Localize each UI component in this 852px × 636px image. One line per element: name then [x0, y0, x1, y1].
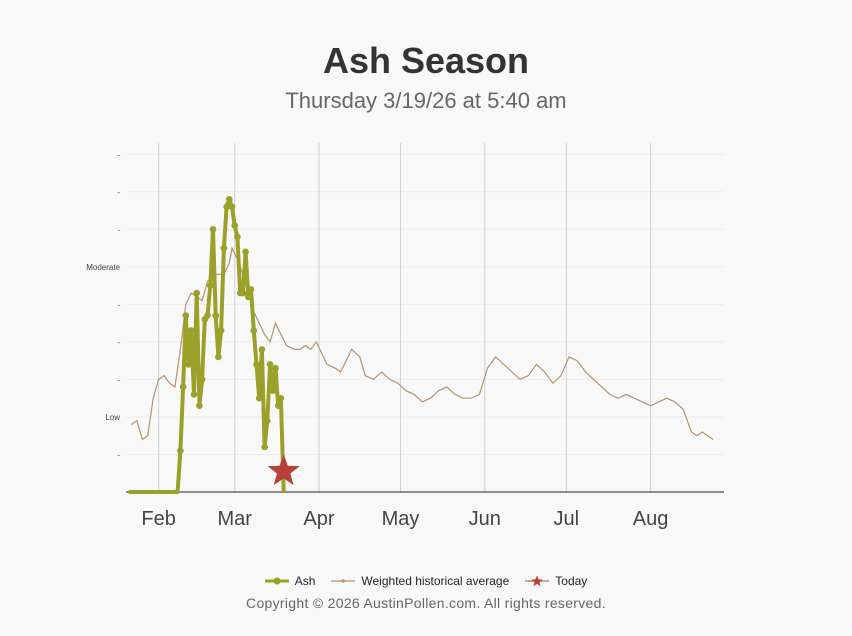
legend: Ash Weighted historical average Today: [0, 574, 852, 588]
ash-point: [245, 293, 252, 301]
ash-point: [193, 289, 200, 297]
x-tick-label: Aug: [633, 508, 669, 530]
y-tick-label: -: [117, 188, 120, 197]
today-star-marker: [267, 454, 300, 486]
ash-legend-swatch: [264, 577, 289, 585]
chart-subtitle: Thursday 3/19/26 at 5:40 am: [285, 88, 567, 113]
legend-item-today[interactable]: Today: [525, 574, 587, 588]
ash-point: [239, 289, 247, 297]
star-icon: [531, 575, 543, 587]
ash-point: [269, 387, 277, 395]
ash-point: [250, 327, 258, 334]
ash-point: [190, 391, 198, 398]
ash-point: [217, 327, 225, 334]
ash-point: [264, 417, 271, 425]
ash-point: [177, 447, 184, 455]
x-tick-label: May: [382, 508, 420, 530]
x-tick-label: Apr: [303, 508, 334, 530]
ash-point: [223, 203, 230, 211]
ash-point: [274, 402, 282, 410]
y-tick-label: -: [117, 225, 120, 234]
y-tick-label: -: [117, 150, 120, 159]
ash-point: [179, 383, 187, 391]
copyright: Copyright © 2026 AustinPollen.com. All r…: [246, 595, 606, 611]
legend-label-today: Today: [555, 574, 588, 588]
ash-point: [182, 312, 190, 319]
ash-point: [242, 248, 249, 256]
ash-point: [228, 203, 236, 211]
y-tick-label: Moderate: [86, 263, 120, 272]
x-tick-label: Feb: [141, 508, 175, 530]
legend-item-historical[interactable]: Weighted historical average: [331, 574, 509, 588]
ash-line: [128, 197, 286, 494]
x-tick-label: Mar: [218, 508, 253, 530]
ash-point: [185, 361, 192, 368]
ash-point: [198, 376, 206, 383]
chart-title: Ash Season: [322, 40, 530, 81]
today-legend-swatch: [525, 575, 550, 587]
ash-point: [266, 361, 274, 368]
ash-point: [255, 394, 263, 402]
ash-point: [253, 361, 260, 368]
legend-label-ash: Ash: [294, 574, 316, 588]
x-tick-label: Jun: [469, 508, 501, 530]
ash-point: [258, 346, 266, 353]
y-tick-label: Low: [105, 413, 120, 422]
ash-point: [261, 443, 268, 451]
y-tick-label: -: [117, 338, 120, 347]
ash-point: [220, 244, 228, 252]
x-tick-label: Jul: [554, 508, 580, 530]
y-tick-label: -: [117, 375, 120, 384]
ash-point: [215, 353, 222, 361]
ash-point: [209, 226, 217, 233]
ash-point: [277, 394, 285, 402]
ash-point: [231, 222, 238, 229]
y-tick-label: -: [117, 300, 120, 309]
ash-point: [272, 364, 279, 372]
ash-point: [207, 282, 214, 289]
legend-item-ash[interactable]: Ash: [264, 574, 316, 588]
ash-point: [234, 233, 241, 241]
ash-point: [247, 286, 255, 293]
ash-point: [226, 196, 233, 203]
legend-label-historical: Weighted historical average: [361, 574, 510, 588]
ash-point: [204, 312, 211, 319]
ash-point: [187, 327, 195, 334]
y-tick-label: -: [117, 450, 120, 459]
historical-legend-swatch: [331, 579, 356, 583]
ash-point: [196, 402, 203, 410]
ash-point: [212, 312, 219, 319]
